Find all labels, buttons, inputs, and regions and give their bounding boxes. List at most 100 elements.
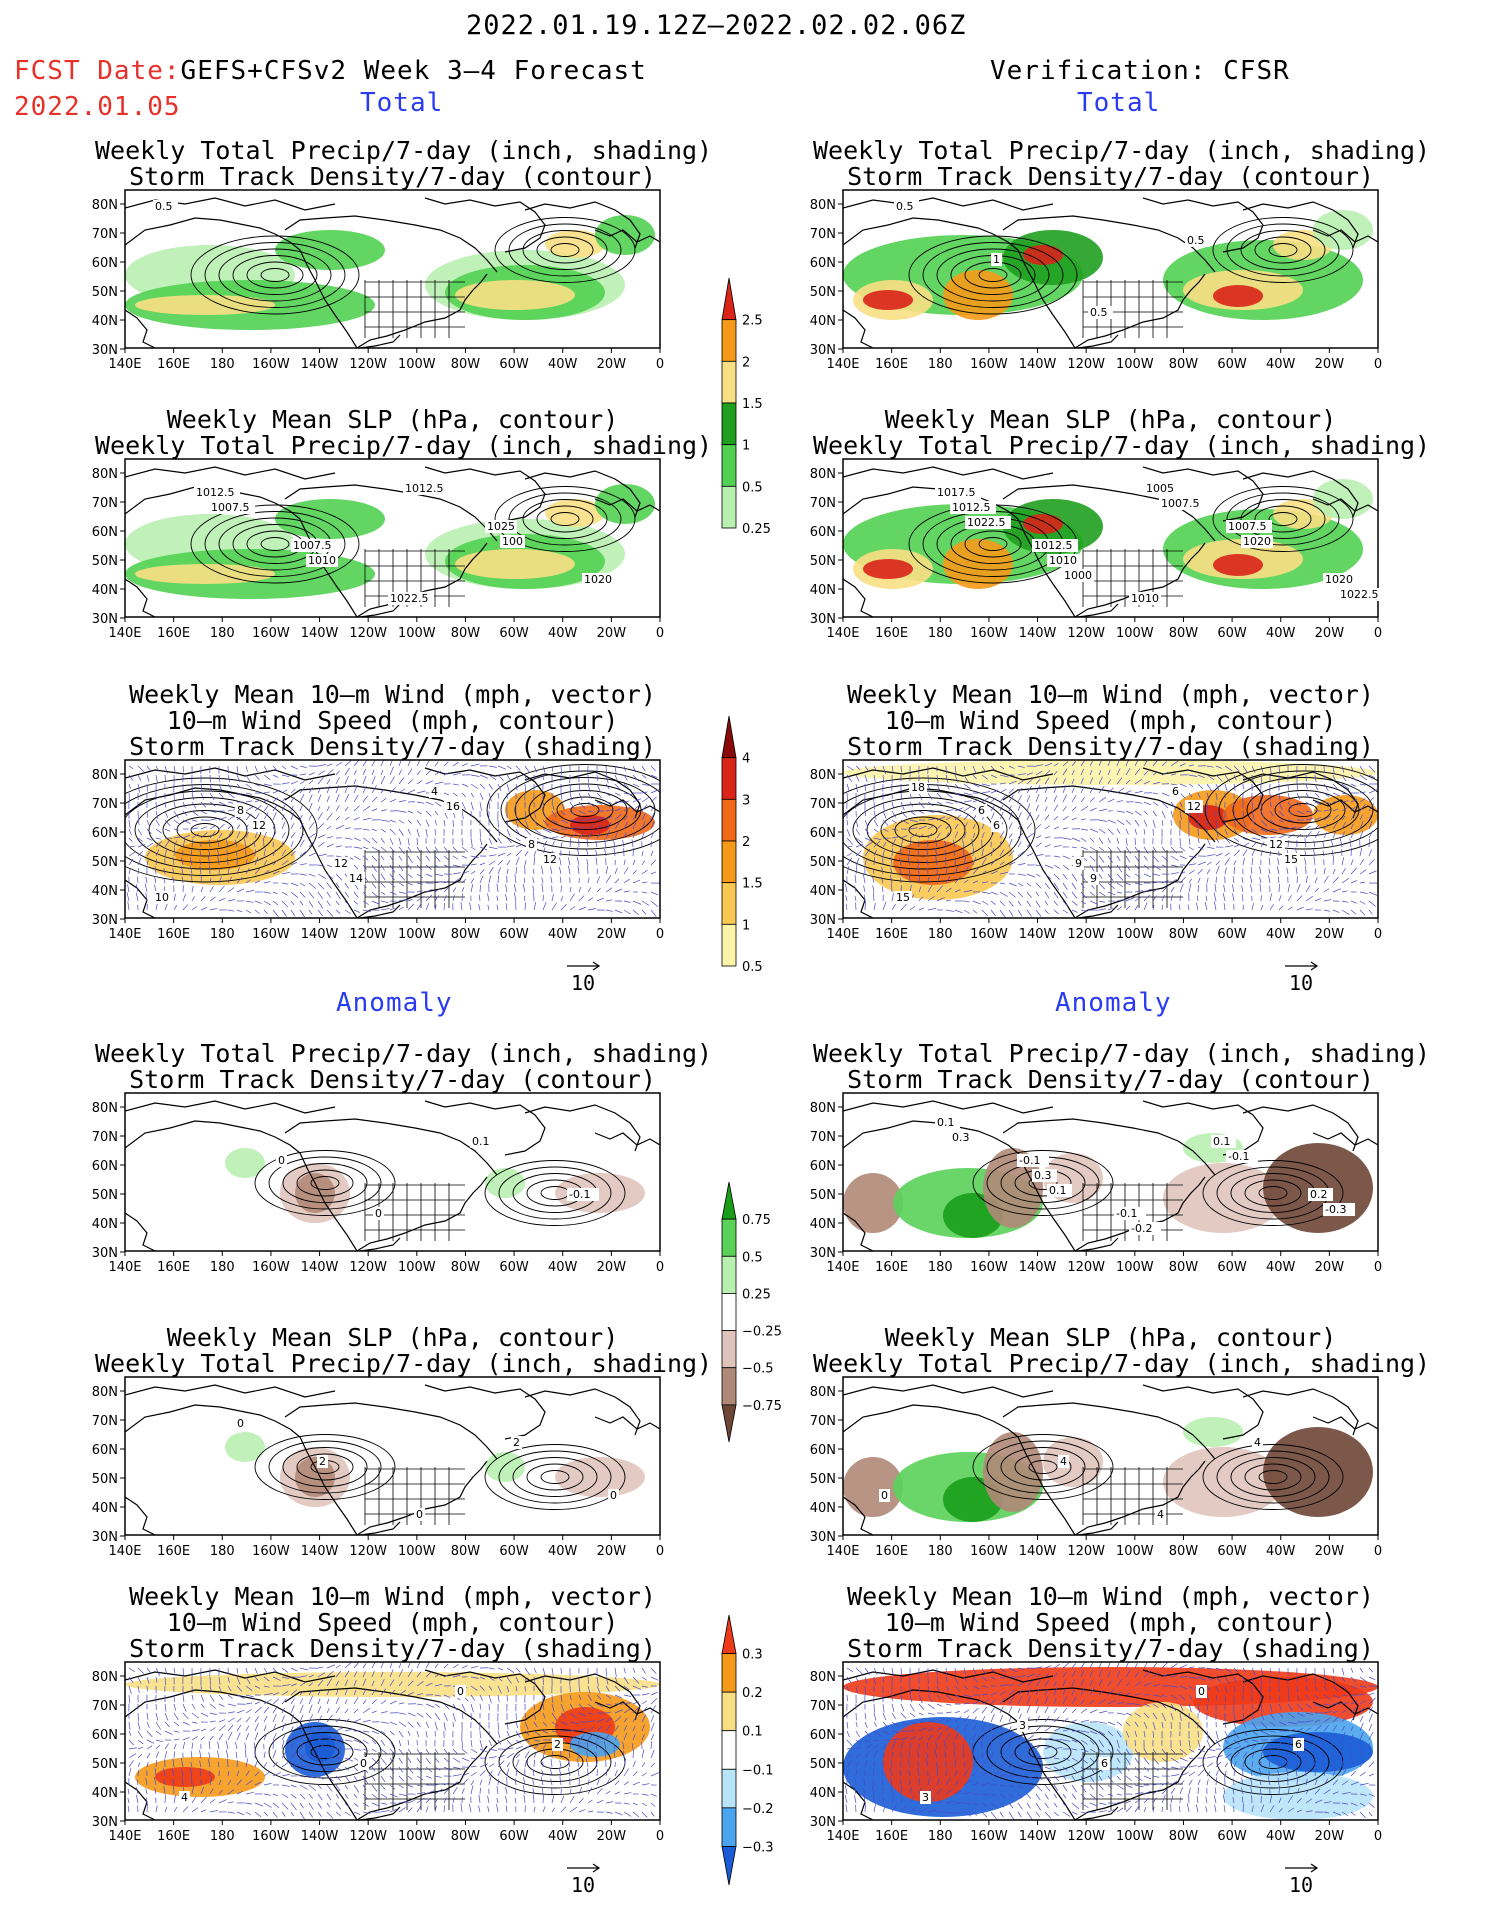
colorbar-label: 4 (742, 752, 750, 767)
lat-tick-label: 50N (92, 554, 118, 569)
lon-tick-label: 60W (499, 1260, 529, 1275)
lon-tick-label: 140E (826, 626, 859, 641)
lat-tick-label: 50N (92, 1757, 118, 1772)
contour-label: 0 (416, 1508, 423, 1521)
lon-tick-label: 120W (1067, 1829, 1105, 1844)
section-anomaly-right: Anomaly (1055, 988, 1172, 1018)
lat-tick-label: 70N (810, 227, 836, 242)
lat-tick-label: 40N (92, 314, 118, 329)
contour-label: 2 (554, 1738, 561, 1751)
contour-label: 0.5 (1090, 306, 1108, 319)
panel-title-line: Weekly Total Precip/7-day (inch, shading… (813, 1349, 1431, 1378)
lat-tick-label: 70N (810, 496, 836, 511)
contour-label: 1010 (1049, 554, 1077, 567)
colorbar-label: 1.5 (742, 877, 763, 892)
lon-tick-label: 120W (1067, 357, 1105, 372)
lon-tick-label: 60W (1217, 1829, 1247, 1844)
contour-label: 1 (993, 253, 1000, 266)
lon-tick-label: 140E (108, 1829, 141, 1844)
lon-tick-label: 80W (1169, 1829, 1199, 1844)
contour-label: 18 (911, 781, 925, 794)
contour-label: 1020 (1243, 535, 1271, 548)
lon-tick-label: 140W (1019, 626, 1057, 641)
lon-tick-label: 120W (349, 626, 387, 641)
contour-label: 16 (446, 800, 460, 813)
lon-tick-label: 100W (398, 1260, 436, 1275)
colorbar-label: 2 (742, 835, 750, 850)
fcst-date-line: FCST Date:GEFS+CFSv2 Week 3–4 Forecast (14, 56, 647, 86)
lon-tick-label: 60W (1217, 357, 1247, 372)
panel-title-line: Weekly Mean SLP (hPa, contour) (166, 405, 619, 434)
lon-tick-label: 160W (970, 1544, 1008, 1559)
contour-label: -0.2 (1131, 1222, 1152, 1235)
lon-tick-label: 80W (1169, 357, 1199, 372)
panel-title-line: Weekly Mean 10–m Wind (mph, vector) (129, 680, 656, 709)
coastlines (125, 1100, 660, 1251)
lat-tick-label: 30N (92, 1246, 118, 1261)
lat-tick-label: 30N (92, 343, 118, 358)
panel-title-line: Storm Track Density/7-day (shading) (847, 1634, 1374, 1663)
contour-label: 14 (349, 872, 363, 885)
lon-tick-label: 100W (398, 1829, 436, 1844)
lon-tick-label: 100W (398, 626, 436, 641)
lat-tick-label: 40N (92, 583, 118, 598)
map-panel-r4-left: 80N 70N 60N 50N 40N 30N 140E 160E 180 160W 140W 120… (85, 1085, 680, 1283)
lon-tick-label: 180 (928, 357, 953, 372)
lon-tick-label: 160E (875, 927, 908, 942)
lat-tick-label: 30N (92, 1815, 118, 1830)
lon-tick-label: 140E (108, 1544, 141, 1559)
colorbar-label: 0.5 (742, 960, 763, 975)
contours (190, 217, 636, 315)
contour-label: 0 (1198, 1685, 1205, 1698)
lon-tick-label: 100W (398, 927, 436, 942)
panel-title-line: 10–m Wind Speed (mph, contour) (884, 1608, 1337, 1637)
lon-tick-label: 140E (108, 357, 141, 372)
lon-tick-label: 0 (1374, 626, 1382, 641)
section-anomaly-left: Anomaly (336, 988, 453, 1018)
contour-label: 6 (993, 819, 1000, 832)
contour-label: 1017.5 (937, 486, 976, 499)
map-panel-r1-right: 80N 70N 60N 50N 40N 30N 140E 160E 180 160W 140W 120… (803, 182, 1398, 380)
lon-tick-label: 20W (1315, 1829, 1345, 1844)
us-states (364, 1467, 465, 1525)
map-frame (842, 759, 1379, 919)
lat-tick-label: 30N (810, 343, 836, 358)
lon-tick-label: 20W (597, 357, 627, 372)
lon-tick-label: 20W (1315, 626, 1345, 641)
coastlines (125, 197, 660, 348)
lat-tick-label: 60N (92, 1728, 118, 1743)
map-frame (124, 189, 661, 349)
lon-tick-label: 20W (597, 1544, 627, 1559)
lon-tick-label: 20W (1315, 1544, 1345, 1559)
lon-tick-label: 20W (597, 1260, 627, 1275)
shading-field (843, 1417, 1373, 1522)
lon-tick-label: 120W (349, 357, 387, 372)
lat-tick-label: 30N (810, 1815, 836, 1830)
lat-tick-label: 40N (810, 1501, 836, 1516)
lat-tick-label: 80N (92, 1101, 118, 1116)
lat-tick-label: 80N (92, 1670, 118, 1685)
map-panel-r2-right: 80N 70N 60N 50N 40N 30N 140E 160E 180 160W 140W 120… (803, 451, 1398, 649)
lat-tick-label: 70N (810, 1699, 836, 1714)
map-panel-r6-left: 80N 70N 60N 50N 40N 30N 140E 160E 180 160W 140W 120… (85, 1654, 680, 1852)
lon-tick-label: 40W (548, 626, 578, 641)
map-frame (124, 458, 661, 618)
lon-tick-label: 80W (451, 927, 481, 942)
lat-tick-label: 80N (92, 768, 118, 783)
lat-tick-label: 80N (810, 1670, 836, 1685)
vector-reference-value: 10 (571, 1873, 595, 1897)
lon-tick-label: 140W (301, 927, 339, 942)
lat-tick-label: 60N (810, 525, 836, 540)
vector-reference-value: 10 (1289, 971, 1313, 995)
lon-tick-label: 0 (656, 1829, 664, 1844)
contour-label: 1012.5 (196, 486, 235, 499)
map-frame (842, 189, 1379, 349)
lat-tick-label: 50N (810, 1472, 836, 1487)
lat-tick-label: 70N (810, 1130, 836, 1145)
contour-label: 0.3 (952, 1131, 970, 1144)
lon-tick-label: 20W (1315, 357, 1345, 372)
lon-tick-label: 180 (928, 927, 953, 942)
lon-tick-label: 40W (548, 1544, 578, 1559)
map-frame (842, 1376, 1379, 1536)
map-frame (124, 1661, 661, 1821)
